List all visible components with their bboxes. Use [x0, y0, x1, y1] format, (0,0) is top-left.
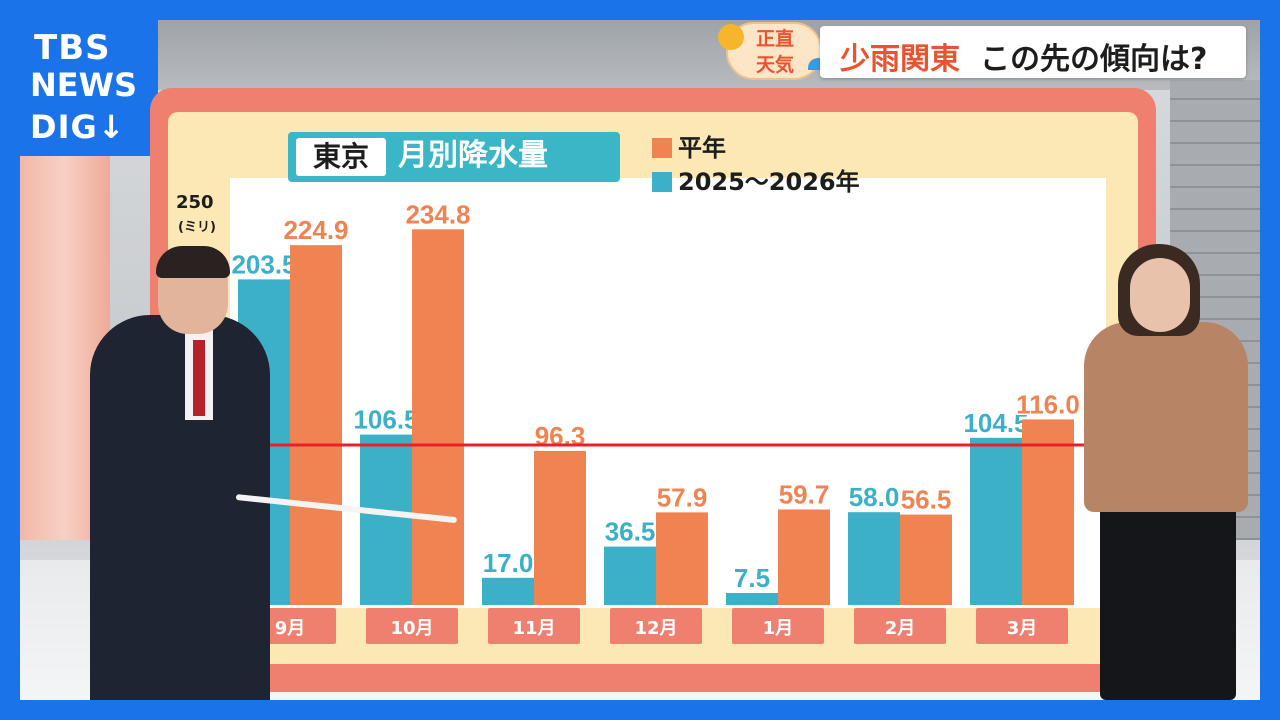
badge-line-1: 正直 [756, 28, 795, 50]
y-axis-unit: (ミリ) [178, 220, 216, 235]
data-label-normal-6: 116.0 [1016, 389, 1080, 419]
data-label-normal-4: 59.7 [779, 479, 830, 509]
legend-label-normal: 平年 [678, 134, 726, 162]
data-label-normal-0: 224.9 [283, 215, 348, 245]
bar-current-3 [604, 546, 656, 605]
chart-title-city: 東京 [296, 138, 386, 176]
presenter-right-head [1130, 258, 1190, 332]
weather-corner-badge: 正直 天気 [712, 18, 830, 82]
category-tab-1 [366, 608, 458, 644]
headline-banner: 少雨関東 この先の傾向は? [820, 26, 1246, 78]
data-label-current-4: 7.5 [734, 563, 770, 593]
category-label-6: 3月 [1007, 618, 1038, 639]
data-label-normal-5: 56.5 [901, 485, 952, 515]
presenter-right-legs [1100, 500, 1236, 700]
bar-current-5 [848, 512, 900, 605]
category-tab-5 [854, 608, 946, 644]
presenter-left-hair [156, 246, 230, 278]
tbs-news-dig-logo: TBS NEWS DIG↓ [20, 20, 158, 156]
frame-top [0, 0, 1280, 20]
data-label-current-0: 203.5 [231, 249, 296, 279]
y-axis-top-label: 250 [176, 192, 214, 213]
bar-normal-2 [534, 450, 586, 605]
category-label-1: 10月 [390, 618, 433, 639]
category-label-0: 9月 [275, 618, 306, 639]
bar-current-6 [970, 437, 1022, 605]
legend-swatch-current [652, 172, 672, 192]
data-label-current-3: 36.5 [605, 517, 656, 547]
presenter-right-body [1084, 322, 1248, 512]
data-label-normal-2: 96.3 [535, 421, 586, 451]
banner-subtitle: この先の傾向は? [980, 42, 1208, 77]
legend-swatch-normal [652, 138, 672, 158]
frame-right [1260, 0, 1280, 720]
frame-left [0, 0, 20, 720]
bar-normal-6 [1022, 419, 1074, 605]
data-label-normal-3: 57.9 [657, 482, 708, 512]
bar-current-1 [360, 434, 412, 605]
banner-title: 少雨関東 [840, 42, 960, 77]
presenter-left-tie [193, 340, 205, 416]
data-label-current-5: 58.0 [849, 482, 900, 512]
data-label-current-1: 106.5 [353, 405, 418, 435]
category-label-5: 2月 [885, 618, 916, 639]
presenter-left-body [90, 315, 270, 700]
category-tab-6 [976, 608, 1068, 644]
logo-line-1: TBS [34, 28, 111, 68]
legend-label-current: 2025〜2026年 [678, 168, 860, 196]
category-tab-2 [488, 608, 580, 644]
bar-current-2 [482, 577, 534, 605]
category-tab-4 [732, 608, 824, 644]
bar-normal-4 [778, 509, 830, 605]
data-label-current-6: 104.5 [963, 408, 1028, 438]
category-label-2: 11月 [512, 618, 555, 639]
logo-line-3: DIG↓ [30, 108, 126, 146]
bar-normal-3 [656, 512, 708, 605]
data-label-current-2: 17.0 [483, 548, 534, 578]
frame-bottom [0, 700, 1280, 720]
bar-normal-1 [412, 229, 464, 605]
category-label-3: 12月 [634, 618, 677, 639]
category-tab-3 [610, 608, 702, 644]
bar-normal-5 [900, 514, 952, 605]
category-label-4: 1月 [763, 618, 794, 639]
badge-line-2: 天気 [756, 54, 795, 76]
chart-title: 月別降水量 [398, 138, 548, 173]
logo-line-2: NEWS [30, 66, 137, 104]
bar-current-4 [726, 593, 778, 605]
data-label-normal-1: 234.8 [405, 199, 470, 229]
bar-normal-0 [290, 245, 342, 605]
sun-icon [718, 24, 744, 50]
